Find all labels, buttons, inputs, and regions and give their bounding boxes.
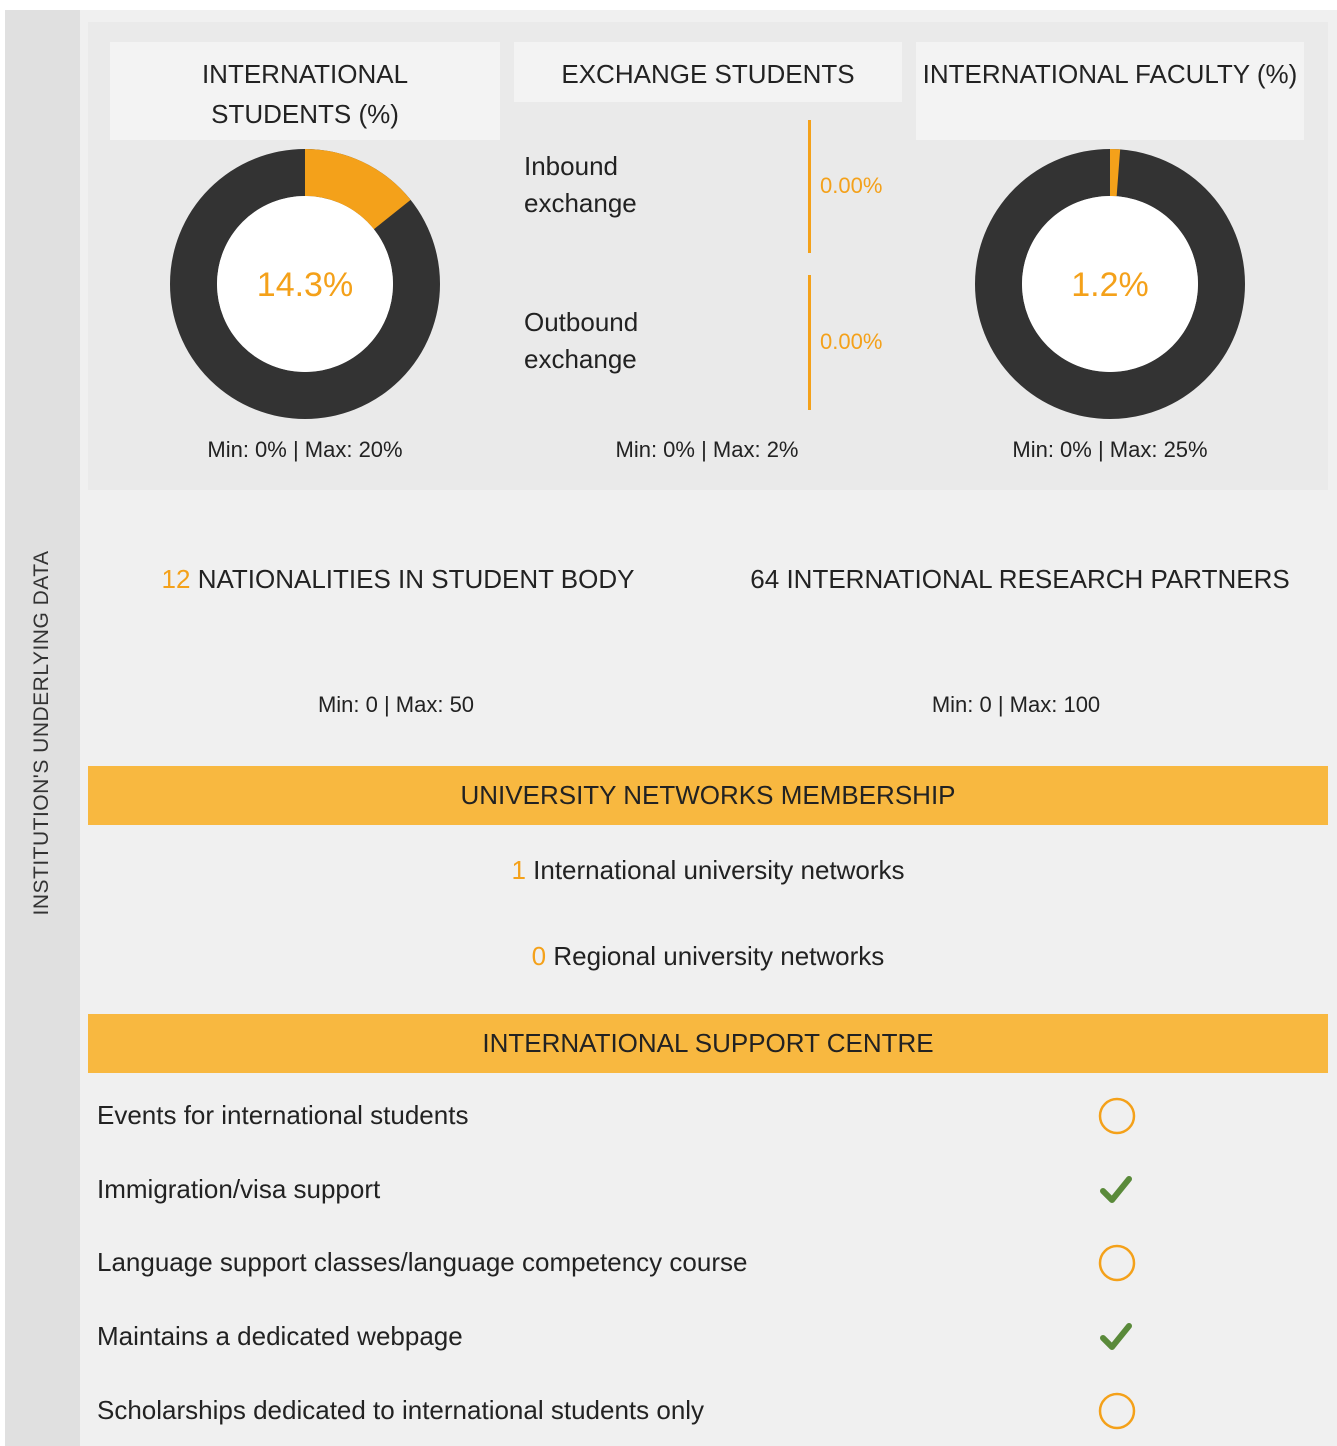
donut-hole [217,196,393,372]
network-value: 1 [511,855,526,885]
exchange-label: Inbound exchange [524,151,637,218]
exchange-title: EXCHANGE STUDENTS [514,42,902,102]
count-range: Min: 0 | Max: 50 [317,692,475,717]
exchange-range: Min: 0% | Max: 2% [615,437,799,462]
count-range: Min: 0 | Max: 100 [931,692,1101,717]
support-label: Events for international students [97,1100,469,1130]
donut-layer: 14.3% 1.2% [170,149,1245,419]
check-mark [1100,1323,1132,1350]
count-stat: 12 NATIONALITIES IN STUDENT BODY [98,564,698,595]
network-item: 1 International university networks [88,855,1328,886]
donut-value: 1.2% [1071,266,1149,304]
exchange-value: 0.00% [820,173,883,198]
network-label: Regional university networks [553,941,885,971]
donut-range: Min: 0% | Max: 20% [207,437,403,462]
network-value: 0 [531,941,547,971]
section-header: INTERNATIONAL SUPPORT CENTRE [88,1014,1328,1073]
support-label: Immigration/visa support [97,1174,381,1204]
donut-title: INTERNATIONAL FACULTY (%) [916,42,1304,140]
check-mark [1100,1176,1132,1203]
count-value: 12 [161,564,191,594]
check-icon [1100,1323,1132,1350]
support-label: Language support classes/language compet… [97,1247,748,1277]
count-label: NATIONALITIES IN STUDENT BODY [197,564,635,594]
count-stat: 64 INTERNATIONAL RESEARCH PARTNERS [700,564,1337,595]
donut-value: 14.3% [257,266,353,304]
side-strip [5,10,80,1446]
donut-title: INTERNATIONAL STUDENTS (%) [110,42,500,140]
section-header: UNIVERSITY NETWORKS MEMBERSHIP [88,766,1328,825]
exchange-divider [808,120,811,253]
donut-hole [1022,196,1198,372]
empty-icon [1098,1392,1136,1430]
count-label: INTERNATIONAL RESEARCH PARTNERS [786,564,1290,594]
network-item: 0 Regional university networks [88,941,1328,972]
support-label: Scholarships dedicated to international … [97,1395,705,1425]
count-value: 64 [750,564,780,594]
donut-range: Min: 0% | Max: 25% [1012,437,1208,462]
check-icon [1100,1176,1132,1203]
exchange-value: 0.00% [820,329,883,354]
exchange-divider [808,275,811,410]
side-label: INSTITUTION'S UNDERLYING DATA [30,550,53,916]
exchange-label: Outbound exchange [524,307,639,374]
empty-icon [1098,1097,1136,1135]
empty-circle [1098,1097,1136,1135]
donut-arc [304,149,411,230]
empty-circle [1098,1392,1136,1430]
empty-circle [1098,1244,1136,1282]
support-label: Maintains a dedicated webpage [97,1321,463,1351]
network-label: International university networks [533,855,905,885]
empty-icon [1098,1244,1136,1282]
